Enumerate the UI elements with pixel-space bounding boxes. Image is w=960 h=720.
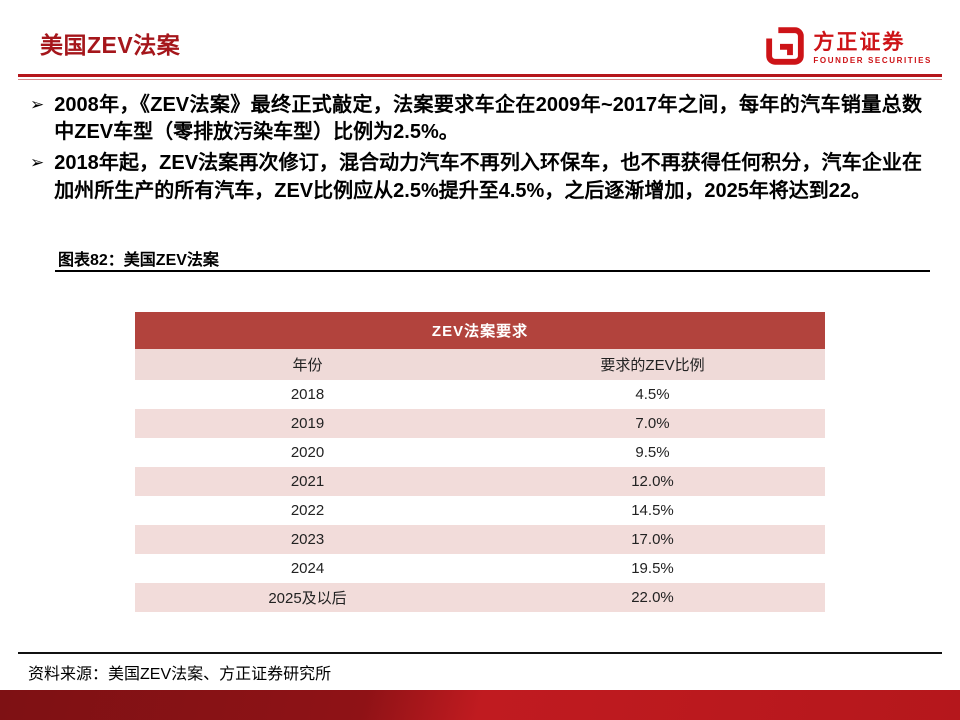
table-row: 2021 12.0% xyxy=(135,467,825,496)
ratio-cell: 17.0% xyxy=(631,531,674,548)
bullet-text-2: 2018年起，ZEV法案再次修订，混合动力汽车不再列入环保车，也不再获得任何积分… xyxy=(54,152,922,202)
source-divider xyxy=(18,652,942,654)
bullet-arrow-icon: ➢ xyxy=(30,153,45,173)
year-cell: 2023 xyxy=(290,531,325,548)
ratio-cell: 4.5% xyxy=(635,386,670,403)
source-text: 资料来源：美国ZEV法案、方正证券研究所 xyxy=(28,666,332,683)
header-divider-thin xyxy=(18,79,942,80)
year-cell: 2018 xyxy=(290,386,325,403)
table-row: 2022 14.5% xyxy=(135,496,825,525)
year-cell: 2024 xyxy=(290,560,325,577)
ratio-cell: 9.5% xyxy=(635,444,670,461)
founder-securities-logo: 方正证券 FOUNDER SECURITIES xyxy=(765,26,932,71)
bullet-list: ➢ 2008年，《ZEV法案》最终正式敲定，法案要求车企在2009年~2017年… xyxy=(30,92,922,209)
table-row: 2025及以后 22.0% xyxy=(135,583,825,612)
zev-requirements-table: ZEV法案要求 年份 要求的ZEV比例 2018 4.5% 2019 7.0% … xyxy=(135,312,825,612)
table-header-row: 年份 要求的ZEV比例 xyxy=(135,349,825,380)
caption-divider xyxy=(55,270,930,272)
column-header-year: 年份 xyxy=(135,349,480,380)
ratio-cell: 7.0% xyxy=(635,415,670,432)
table-title: ZEV法案要求 xyxy=(135,312,825,349)
ratio-cell: 22.0% xyxy=(631,589,674,606)
year-cell: 2019 xyxy=(290,415,325,432)
ratio-cell: 12.0% xyxy=(631,473,674,490)
year-cell: 2025及以后 xyxy=(268,590,347,607)
ratio-cell: 19.5% xyxy=(631,560,674,577)
figure-caption: 图表82：美国ZEV法案 xyxy=(58,252,219,269)
founder-logo-icon xyxy=(765,26,805,71)
year-cell: 2021 xyxy=(290,473,325,490)
table-row: 2020 9.5% xyxy=(135,438,825,467)
bullet-arrow-icon: ➢ xyxy=(30,95,45,114)
brand-name-en: FOUNDER SECURITIES xyxy=(813,55,932,65)
table-row: 2018 4.5% xyxy=(135,380,825,409)
column-header-ratio: 要求的ZEV比例 xyxy=(480,349,825,380)
year-cell: 2022 xyxy=(290,502,325,519)
page-title: 美国ZEV法案 xyxy=(40,32,181,58)
table-title-row: ZEV法案要求 xyxy=(135,312,825,349)
table-row: 2023 17.0% xyxy=(135,525,825,554)
brand-name: 方正证券 xyxy=(813,30,906,54)
bullet-text-1: 2008年，《ZEV法案》最终正式敲定，法案要求车企在2009年~2017年之间… xyxy=(54,94,922,144)
bullet-item-1: ➢ 2008年，《ZEV法案》最终正式敲定，法案要求车企在2009年~2017年… xyxy=(30,92,922,146)
year-cell: 2020 xyxy=(290,444,325,461)
footer-bar xyxy=(0,690,960,720)
header-divider xyxy=(18,74,942,77)
table-row: 2019 7.0% xyxy=(135,409,825,438)
table-row: 2024 19.5% xyxy=(135,554,825,583)
bullet-item-2: ➢ 2018年起，ZEV法案再次修订，混合动力汽车不再列入环保车，也不再获得任何… xyxy=(30,150,922,204)
ratio-cell: 14.5% xyxy=(631,502,674,519)
brand-text: 方正证券 FOUNDER SECURITIES xyxy=(813,30,932,65)
